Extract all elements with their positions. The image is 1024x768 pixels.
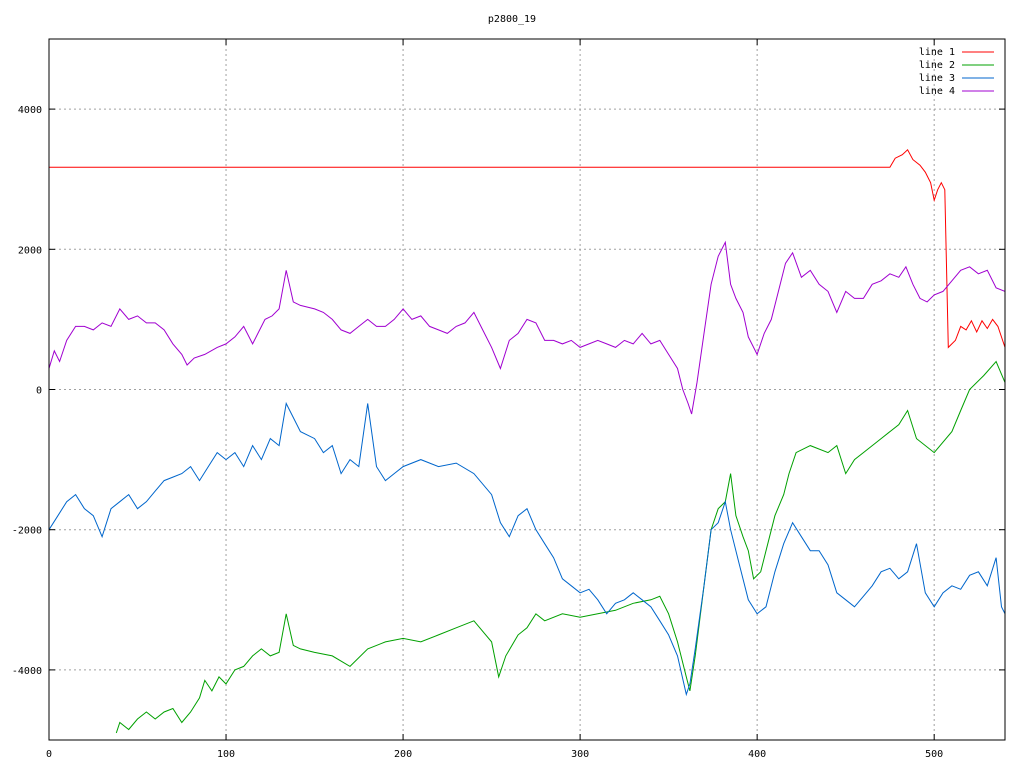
x-tick-label: 200 [394, 749, 412, 760]
x-tick-label: 0 [46, 749, 52, 760]
y-tick-label: 4000 [18, 105, 42, 116]
y-tick-label: 2000 [18, 245, 42, 256]
chart-title: p2800_19 [488, 14, 536, 25]
x-tick-label: 300 [571, 749, 589, 760]
legend-label: line 2 [919, 60, 955, 71]
y-tick-label: -2000 [12, 526, 42, 537]
x-tick-label: 100 [217, 749, 235, 760]
grid [49, 39, 1005, 740]
x-tick-label: 400 [748, 749, 766, 760]
legend-label: line 4 [919, 86, 955, 97]
plot-frame [48, 38, 1006, 741]
tick-labels: 0 100 200 300 400 500 -4000 -2000 0 2000 4000 [12, 39, 1005, 760]
series-line-2 [115, 360, 1005, 734]
series-line-4 [49, 240, 1005, 415]
legend-label: line 3 [919, 73, 955, 84]
series-line-3 [49, 401, 1005, 697]
y-tick-label: 0 [36, 386, 42, 397]
legend-label: line 1 [919, 47, 955, 58]
y-tick-label: -4000 [12, 666, 42, 677]
x-tick-label: 500 [925, 749, 943, 760]
series-line-1 [49, 148, 1005, 349]
series-layer [49, 148, 1005, 734]
legend: line 1 line 2 line 3 line 4 [919, 47, 994, 97]
